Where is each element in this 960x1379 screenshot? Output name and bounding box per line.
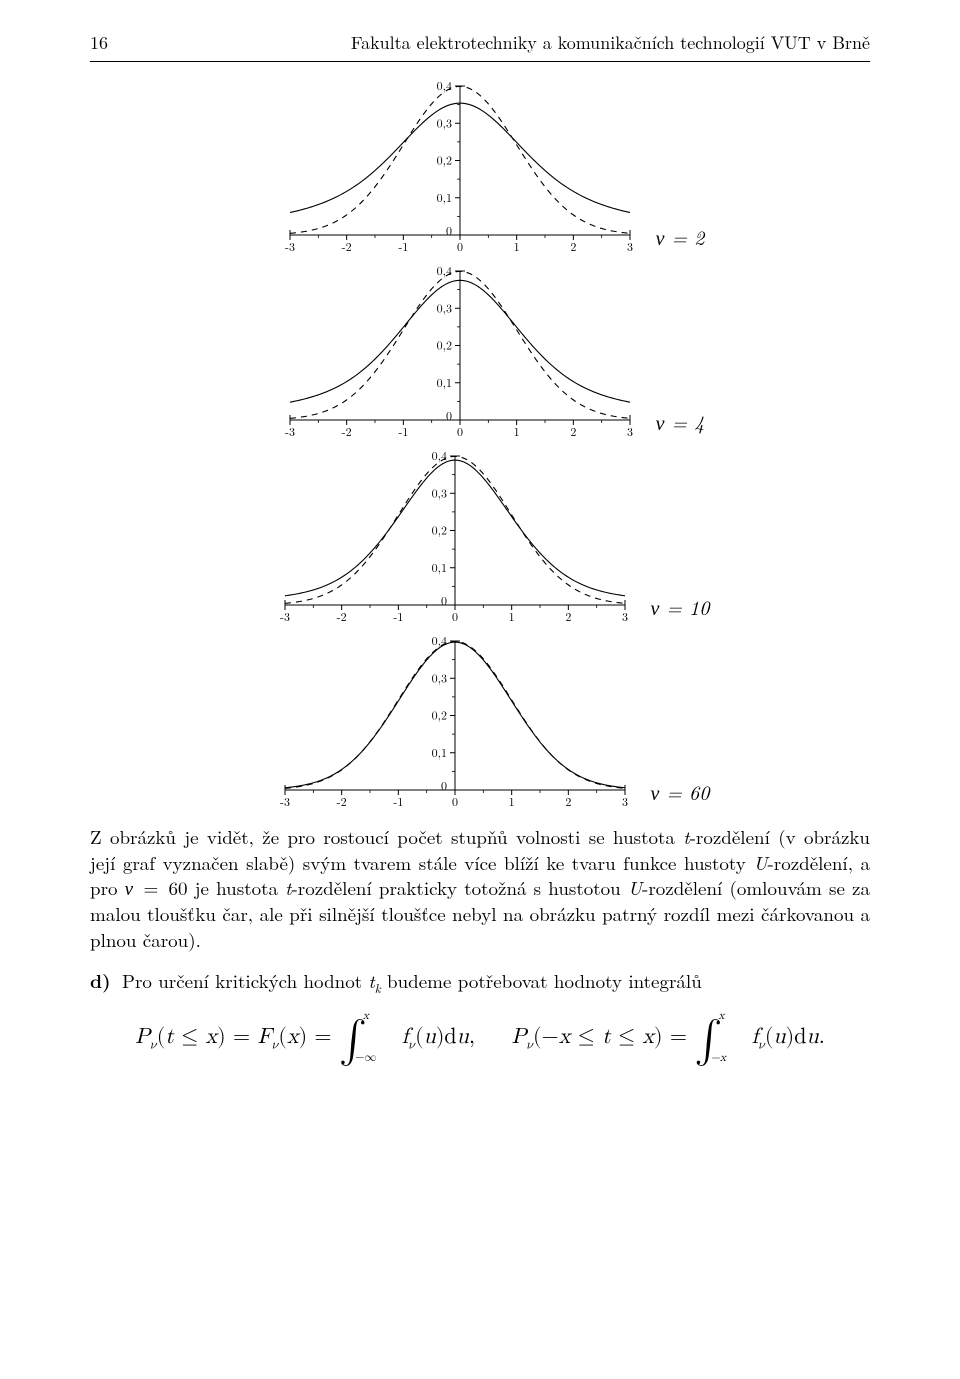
svg-text:2: 2 [565, 608, 571, 625]
svg-text:-2: -2 [341, 238, 351, 255]
svg-text:3: 3 [627, 238, 633, 255]
chart-label: ν = 4 [656, 407, 705, 436]
svg-text:2: 2 [570, 423, 576, 440]
svg-text:0,1: 0,1 [431, 744, 446, 761]
body-paragraph: Z obrázků je vidět, že pro rostoucí poče… [90, 824, 870, 952]
equation: Pν(t ≤ x) = Fν(x) = ∫x−∞ fν(u)du, Pν(−x … [90, 1015, 870, 1053]
svg-text:-2: -2 [336, 608, 346, 625]
svg-text:-3: -3 [280, 793, 290, 810]
svg-text:0: 0 [457, 238, 463, 255]
int1-lower: −∞ [355, 1052, 376, 1064]
svg-text:0,4: 0,4 [431, 635, 446, 649]
svg-text:0,1: 0,1 [436, 189, 451, 206]
svg-text:0,2: 0,2 [431, 707, 446, 724]
density-chart: -3 -2 -1 0 1 2 3 0 0,1 0,2 0,3 0,4 [251, 635, 631, 810]
svg-text:0,1: 0,1 [436, 374, 451, 391]
chart-block: -3 -2 -1 0 1 2 3 0 0,1 0,2 0,3 0,4 ν = 4 [90, 265, 870, 440]
svg-text:3: 3 [627, 423, 633, 440]
item-d-label: d) [90, 968, 122, 996]
svg-text:-3: -3 [285, 238, 295, 255]
svg-text:1: 1 [513, 238, 519, 255]
density-chart: -3 -2 -1 0 1 2 3 0 0,1 0,2 0,3 0,4 [251, 450, 631, 625]
svg-text:0: 0 [451, 793, 457, 810]
svg-text:-3: -3 [285, 423, 295, 440]
svg-text:0,2: 0,2 [436, 152, 451, 169]
chart-label: ν = 60 [651, 777, 710, 806]
svg-text:-1: -1 [398, 423, 408, 440]
svg-text:0,4: 0,4 [431, 450, 446, 464]
svg-text:0,3: 0,3 [431, 484, 446, 501]
chart-block: -3 -2 -1 0 1 2 3 0 0,1 0,2 0,3 0,4 ν = 2 [90, 80, 870, 255]
svg-text:2: 2 [565, 793, 571, 810]
svg-text:0: 0 [440, 777, 446, 794]
svg-text:1: 1 [513, 423, 519, 440]
svg-text:2: 2 [570, 238, 576, 255]
svg-text:0,1: 0,1 [431, 559, 446, 576]
svg-text:3: 3 [621, 608, 627, 625]
svg-text:0: 0 [446, 222, 452, 239]
svg-text:-2: -2 [341, 423, 351, 440]
density-chart: -3 -2 -1 0 1 2 3 0 0,1 0,2 0,3 0,4 [256, 265, 636, 440]
item-d-text: Pro určení kritických hodnot tk budeme p… [122, 968, 870, 996]
svg-text:0,4: 0,4 [436, 80, 451, 94]
svg-text:-1: -1 [398, 238, 408, 255]
svg-text:0: 0 [446, 407, 452, 424]
svg-text:-1: -1 [393, 793, 403, 810]
svg-text:0: 0 [440, 592, 446, 609]
svg-text:-1: -1 [393, 608, 403, 625]
svg-text:0,2: 0,2 [431, 522, 446, 539]
svg-text:0,3: 0,3 [431, 669, 446, 686]
header-title: Fakulta elektrotechniky a komunikačních … [351, 30, 870, 55]
svg-text:3: 3 [621, 793, 627, 810]
svg-text:0,4: 0,4 [436, 265, 451, 279]
page-header: 16 Fakulta elektrotechniky a komunikační… [90, 30, 870, 55]
svg-text:-2: -2 [336, 793, 346, 810]
int2-lower: −x [711, 1052, 727, 1064]
chart-label: ν = 10 [651, 592, 710, 621]
svg-text:-3: -3 [280, 608, 290, 625]
svg-text:0,3: 0,3 [436, 114, 451, 131]
svg-text:1: 1 [508, 793, 514, 810]
density-chart: -3 -2 -1 0 1 2 3 0 0,1 0,2 0,3 0,4 [256, 80, 636, 255]
svg-text:1: 1 [508, 608, 514, 625]
item-d: d) Pro určení kritických hodnot tk budem… [90, 968, 870, 996]
svg-text:0: 0 [451, 608, 457, 625]
chart-block: -3 -2 -1 0 1 2 3 0 0,1 0,2 0,3 0,4 ν = 10 [90, 450, 870, 625]
chart-label: ν = 2 [656, 222, 705, 251]
chart-block: -3 -2 -1 0 1 2 3 0 0,1 0,2 0,3 0,4 ν = 60 [90, 635, 870, 810]
int2-upper: x [718, 1010, 724, 1022]
svg-text:0: 0 [457, 423, 463, 440]
page-number: 16 [90, 30, 108, 55]
svg-text:0,3: 0,3 [436, 299, 451, 316]
int1-upper: x [363, 1010, 369, 1022]
page: 16 Fakulta elektrotechniky a komunikační… [0, 0, 960, 1379]
charts-container: -3-2-1012300,10,20,30,4ν = 2-3-2-1012300… [90, 80, 870, 810]
svg-text:0,2: 0,2 [436, 337, 451, 354]
header-rule [90, 61, 870, 62]
